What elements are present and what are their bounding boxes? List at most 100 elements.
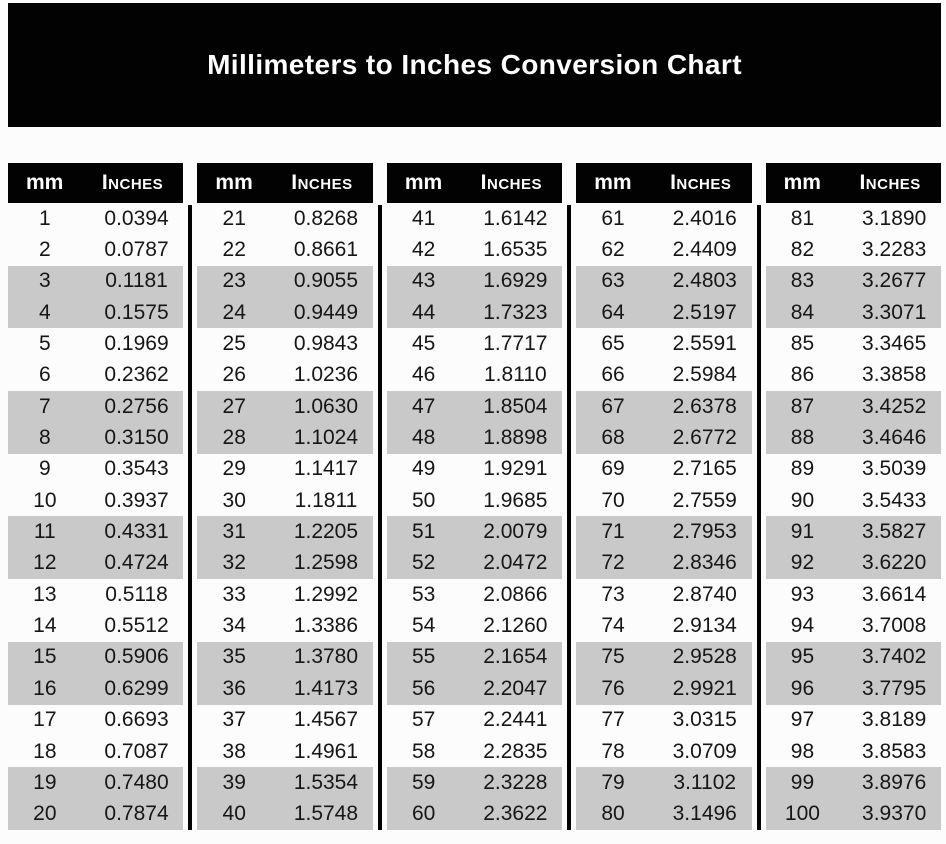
inches-value: 3.2283 [862,238,927,262]
mm-value: 81 [790,206,815,230]
table-row: 66 2.5984 [576,360,751,391]
table-row: 71 2.7953 [576,516,752,548]
inches-value: 1.1024 [293,426,359,450]
mm-value: 99 [790,770,815,794]
mm-value: 47 [411,394,436,418]
inches-value: 1.4567 [293,708,359,732]
table-row: 10 0.3937 [8,485,183,516]
inches-value: 0.1969 [104,332,169,356]
table-row: 68 2.6772 [576,422,752,454]
table-row: 62 2.4409 [576,234,751,265]
inches-value: 2.5984 [672,363,737,387]
table-row: 14 0.5512 [8,610,183,641]
table-row: 27 1.0630 [197,391,373,423]
table-header: mm Inches [197,163,373,203]
mm-value: 41 [411,206,436,230]
inches-value: 1.7717 [483,332,548,356]
inches-value: 2.6772 [672,426,737,450]
table-row: 50 1.9685 [387,485,562,516]
inches-value: 0.4331 [104,520,169,544]
mm-value: 75 [601,645,625,669]
table-row: 3 0.1181 [8,265,184,298]
inches-value: 0.9449 [293,300,359,324]
column-header-inches: Inches [670,171,732,194]
inches-value: 1.9685 [483,488,548,512]
inches-value: 0.1575 [104,300,169,324]
table-row: 78 3.0709 [576,736,751,767]
mm-value: 92 [790,551,815,575]
table-row: 26 1.0236 [197,360,372,391]
mm-value: 35 [222,645,246,669]
inches-value: 2.7559 [672,488,737,512]
table-row: 97 3.8189 [766,705,941,736]
table-row: 47 1.8504 [386,391,563,423]
table-row: 25 0.9843 [197,328,372,359]
table-row: 79 3.1102 [576,767,752,799]
inches-value: 1.1417 [293,457,359,481]
mm-value: 10 [33,488,57,512]
inches-value: 2.0472 [483,551,548,575]
inches-value: 3.9370 [862,802,927,826]
inches-value: 0.7874 [104,802,169,826]
table-row: 1 0.0394 [8,203,183,234]
table-row: 57 2.2441 [387,705,562,736]
mm-value: 72 [601,551,625,575]
mm-value: 34 [222,614,246,638]
inches-value: 2.4409 [672,238,737,262]
table-row: 37 1.4567 [197,705,372,736]
mm-value: 6 [38,363,51,387]
mm-value: 69 [601,457,625,481]
mm-value: 54 [411,614,436,638]
inches-value: 2.2835 [483,739,548,763]
mm-value: 84 [790,300,815,324]
inches-value: 2.2047 [483,676,548,700]
table-row: 58 2.2835 [387,736,562,767]
mm-value: 63 [601,269,625,293]
table-row: 65 2.5591 [576,328,751,359]
table-row: 52 2.0472 [386,547,563,580]
table-row: 8 0.3150 [8,422,184,454]
inches-value: 3.6220 [862,551,927,575]
mm-value: 3 [38,269,51,293]
mm-value: 48 [411,426,436,450]
table-row: 92 3.6220 [765,547,942,580]
table-row: 60 2.3622 [386,798,563,830]
mm-value: 36 [222,676,246,700]
inches-value: 3.1102 [673,770,737,794]
table-row: 73 2.8740 [576,579,751,610]
column-header-mm: mm [783,171,821,194]
mm-value: 28 [222,426,246,450]
mm-value: 74 [601,614,625,638]
inches-value: 0.3543 [104,457,169,481]
inches-value: 1.5748 [293,802,359,826]
table-row: 94 3.7008 [766,610,941,641]
table-row: 18 0.7087 [8,736,183,767]
table-row: 12 0.4724 [8,547,184,580]
table-row: 24 0.9449 [197,297,373,329]
inches-value: 1.1811 [294,488,358,512]
table-row: 67 2.6378 [576,391,752,423]
table-row: 32 1.2598 [197,547,373,580]
mm-value: 85 [790,332,815,356]
mm-value: 50 [411,488,436,512]
mm-value: 78 [601,739,625,763]
table-row: 48 1.8898 [386,422,563,454]
inches-value: 1.6535 [483,238,548,262]
mm-value: 45 [411,332,436,356]
table-row: 2 0.0787 [8,234,183,265]
mm-value: 24 [222,300,246,324]
inches-value: 1.3386 [293,614,359,638]
inches-value: 3.3858 [862,363,927,387]
inches-value: 1.6142 [483,206,548,230]
table-row: 72 2.8346 [576,547,752,580]
table-row: 13 0.5118 [8,579,183,610]
table-group-separator [377,205,382,830]
mm-value: 18 [33,739,57,763]
table-group-4: mm Inches 61 2.4016 62 2.4409 63 2.4803 64 2.5197… [576,163,752,830]
table-row: 20 0.7874 [8,798,184,830]
column-header-inches: Inches [480,171,542,194]
inches-value: 0.2362 [104,363,169,387]
inches-value: 2.4016 [672,206,737,230]
mm-value: 40 [222,802,246,826]
table-row: 16 0.6299 [8,673,184,705]
